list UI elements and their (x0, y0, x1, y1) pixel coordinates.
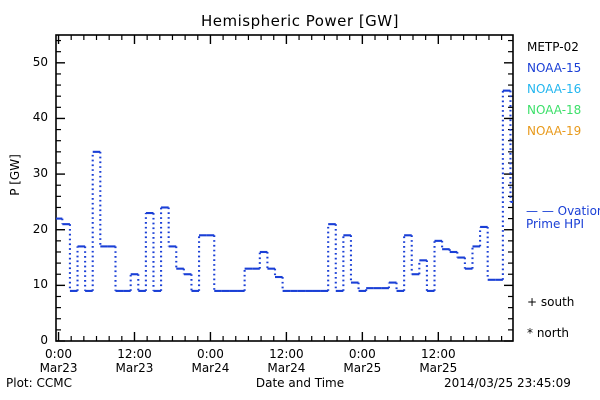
legend-item-noaa-19: NOAA-19 (527, 124, 582, 138)
y-tick-label: 50 (32, 54, 48, 69)
plot-credit: Plot: CCMC (6, 376, 72, 390)
asterisk-icon: * (527, 326, 533, 340)
x-tick-time: 0:00 (348, 347, 376, 361)
x-tick-time: 0:00 (196, 347, 224, 361)
x-tick-time: 12:00 (117, 347, 152, 361)
y-tick-label: 20 (32, 221, 48, 236)
legend-item-noaa-15: NOAA-15 (527, 61, 582, 75)
ovation-annotation: — — Ovation Prime HPI (526, 205, 600, 231)
x-tick-label: 12:00 Mar24 (251, 347, 321, 375)
axis-ticks (56, 35, 513, 342)
north-label: north (536, 326, 570, 340)
plot-timestamp: 2014/03/25 23:45:09 (444, 376, 571, 390)
ovation-line-2: Prime HPI (526, 217, 584, 231)
x-tick-date: Mar24 (191, 361, 230, 375)
x-tick-time: 0:00 (45, 347, 72, 361)
plot-frame (55, 34, 514, 342)
x-tick-time: 12:00 (421, 347, 456, 361)
south-symbol-key: + south (527, 295, 574, 309)
x-tick-date: Mar25 (343, 361, 382, 375)
plus-icon: + (527, 295, 538, 309)
south-label: south (540, 295, 575, 309)
y-tick-label: 10 (32, 277, 48, 292)
x-tick-time: 12:00 (269, 347, 304, 361)
data-series-ovation-prime-hpi (56, 89, 513, 292)
x-tick-label: 12:00 Mar25 (403, 347, 473, 375)
x-tick-date: Mar23 (115, 361, 154, 375)
ovation-line-1: — — Ovation (526, 204, 600, 218)
x-tick-label: 0:00 Mar25 (327, 347, 397, 375)
x-tick-label: 12:00 Mar23 (99, 347, 169, 375)
legend-item-noaa-16: NOAA-16 (527, 82, 582, 96)
y-tick-label: 0 (40, 333, 48, 347)
x-tick-date: Mar24 (267, 361, 306, 375)
legend-item-metp-02: METP-02 (527, 40, 579, 54)
x-tick-label: 0:00 Mar23 (24, 347, 94, 375)
y-tick-label: 40 (32, 110, 48, 125)
x-axis-label: Date and Time (255, 376, 345, 390)
north-symbol-key: * north (527, 326, 569, 340)
x-tick-label: 0:00 Mar24 (175, 347, 245, 375)
legend-item-noaa-18: NOAA-18 (527, 103, 582, 117)
x-tick-date: Mar25 (419, 361, 458, 375)
legend: METP-02 NOAA-15 NOAA-16 NOAA-18 NOAA-19 (527, 40, 581, 145)
x-tick-date: Mar23 (39, 361, 78, 375)
y-tick-label: 30 (32, 166, 48, 181)
page-title: Hemispheric Power [GW] (201, 12, 399, 30)
